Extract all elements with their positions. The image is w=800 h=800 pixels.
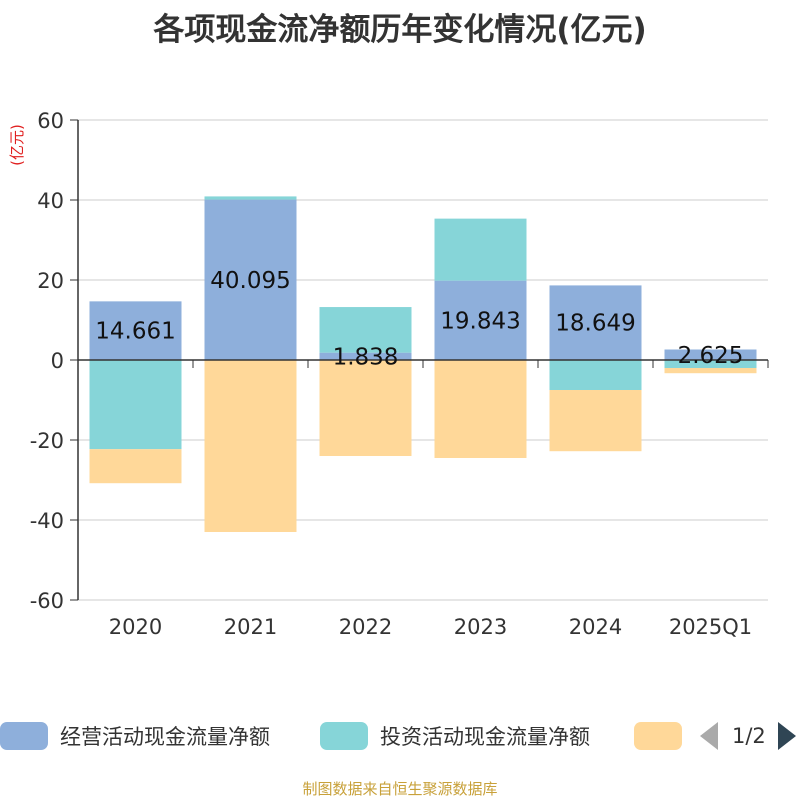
legend-swatch-operating [0, 722, 48, 750]
legend-label-investing: 投资活动现金流量净额 [380, 725, 590, 749]
legend-item-operating[interactable]: 经营活动现金流量净额 [0, 720, 270, 752]
bar-investing [664, 360, 757, 368]
bar-financing [434, 360, 527, 458]
x-tick-label: 2021 [224, 615, 277, 639]
bar-investing [319, 307, 412, 353]
legend-label-operating: 经营活动现金流量净额 [60, 725, 270, 749]
source-note: 制图数据来自恒生聚源数据库 [302, 780, 498, 798]
legend-swatch-investing [320, 722, 368, 750]
data-label-operating: 1.838 [333, 344, 399, 370]
x-tick-label: 2022 [339, 615, 392, 639]
bar-financing [89, 449, 182, 484]
x-tick-label: 2023 [454, 615, 507, 639]
x-tick-label: 2024 [569, 615, 622, 639]
chart-title: 各项现金流净额历年变化情况(亿元) [153, 12, 647, 48]
pager-next-icon[interactable] [777, 722, 796, 750]
legend: 经营活动现金流量净额 投资活动现金流量净额 1/2 [0, 716, 800, 756]
bar-operating [319, 352, 412, 360]
bar-operating [549, 285, 642, 360]
x-tick-label: 2025Q1 [669, 615, 752, 639]
y-tick-label: 0 [51, 349, 64, 373]
legend-item-investing[interactable]: 投资活动现金流量净额 [320, 720, 590, 752]
bar-investing [204, 196, 297, 200]
y-tick-label: -40 [30, 509, 64, 533]
chart-canvas: 60 40 20 0 -20 -40 -60 (亿元) 2020 2021 2022 2023 2024… [8, 109, 769, 639]
legend-page-indicator: 1/2 [732, 724, 766, 748]
bar-operating [434, 280, 527, 360]
data-label-operating: 18.649 [555, 311, 635, 337]
bar-operating [204, 199, 297, 360]
y-tick-label: 40 [37, 189, 64, 213]
data-label-operating: 14.661 [95, 319, 175, 345]
bar-financing [549, 390, 642, 452]
bar-investing [89, 360, 182, 450]
legend-pager: 1/2 [700, 720, 796, 752]
legend-item-financing[interactable] [634, 720, 694, 752]
bar-operating [89, 301, 182, 360]
pager-prev-icon[interactable] [700, 722, 718, 750]
y-tick-label: 60 [37, 109, 64, 133]
y-tick-label: -20 [30, 429, 64, 453]
bar-operating [664, 349, 757, 360]
bar-financing [664, 368, 757, 374]
bar-financing [319, 360, 412, 456]
bar-investing [549, 360, 642, 390]
x-tick-label: 2020 [109, 615, 162, 639]
y-axis-unit-label: (亿元) [8, 124, 26, 166]
y-tick-label: -60 [30, 589, 64, 613]
y-tick-label: 20 [37, 269, 64, 293]
data-label-operating: 2.625 [678, 343, 744, 369]
legend-swatch-financing [634, 722, 682, 750]
bar-financing [204, 360, 297, 532]
bar-investing [434, 218, 527, 281]
data-label-operating: 40.095 [210, 268, 290, 294]
data-label-operating: 19.843 [440, 308, 520, 334]
